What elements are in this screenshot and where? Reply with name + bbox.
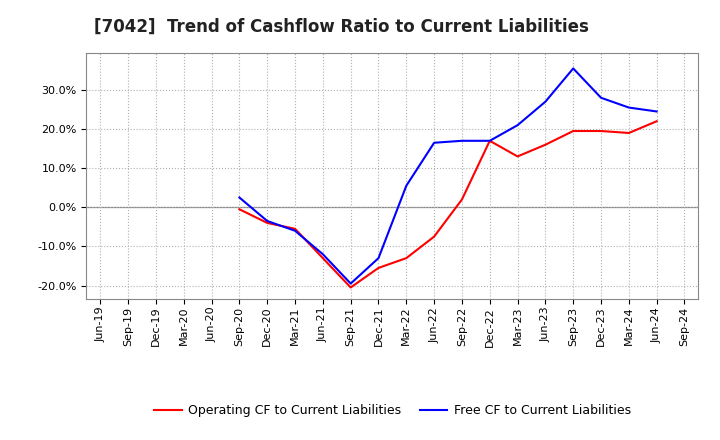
Operating CF to Current Liabilities — [374, 265, 383, 271]
Free CF to Current Liabilities — [374, 256, 383, 261]
Operating CF to Current Liabilities — [652, 119, 661, 124]
Free CF to Current Liabilities — [569, 66, 577, 71]
Operating CF to Current Liabilities — [235, 207, 243, 212]
Free CF to Current Liabilities — [624, 105, 633, 110]
Free CF to Current Liabilities — [513, 122, 522, 128]
Operating CF to Current Liabilities — [263, 220, 271, 226]
Line: Free CF to Current Liabilities: Free CF to Current Liabilities — [239, 69, 657, 283]
Free CF to Current Liabilities — [541, 99, 550, 104]
Operating CF to Current Liabilities — [541, 142, 550, 147]
Free CF to Current Liabilities — [458, 138, 467, 143]
Operating CF to Current Liabilities — [430, 234, 438, 239]
Operating CF to Current Liabilities — [291, 226, 300, 231]
Free CF to Current Liabilities — [485, 138, 494, 143]
Operating CF to Current Liabilities — [624, 130, 633, 136]
Free CF to Current Liabilities — [402, 183, 410, 188]
Line: Operating CF to Current Liabilities: Operating CF to Current Liabilities — [239, 121, 657, 287]
Free CF to Current Liabilities — [597, 95, 606, 100]
Operating CF to Current Liabilities — [318, 256, 327, 261]
Operating CF to Current Liabilities — [346, 285, 355, 290]
Free CF to Current Liabilities — [346, 281, 355, 286]
Operating CF to Current Liabilities — [597, 128, 606, 134]
Operating CF to Current Liabilities — [569, 128, 577, 134]
Free CF to Current Liabilities — [318, 252, 327, 257]
Free CF to Current Liabilities — [263, 218, 271, 224]
Free CF to Current Liabilities — [291, 228, 300, 233]
Operating CF to Current Liabilities — [402, 256, 410, 261]
Operating CF to Current Liabilities — [513, 154, 522, 159]
Legend: Operating CF to Current Liabilities, Free CF to Current Liabilities: Operating CF to Current Liabilities, Fre… — [149, 399, 636, 422]
Operating CF to Current Liabilities — [458, 197, 467, 202]
Text: [7042]  Trend of Cashflow Ratio to Current Liabilities: [7042] Trend of Cashflow Ratio to Curren… — [94, 18, 588, 36]
Operating CF to Current Liabilities — [485, 138, 494, 143]
Free CF to Current Liabilities — [430, 140, 438, 145]
Free CF to Current Liabilities — [235, 195, 243, 200]
Free CF to Current Liabilities — [652, 109, 661, 114]
